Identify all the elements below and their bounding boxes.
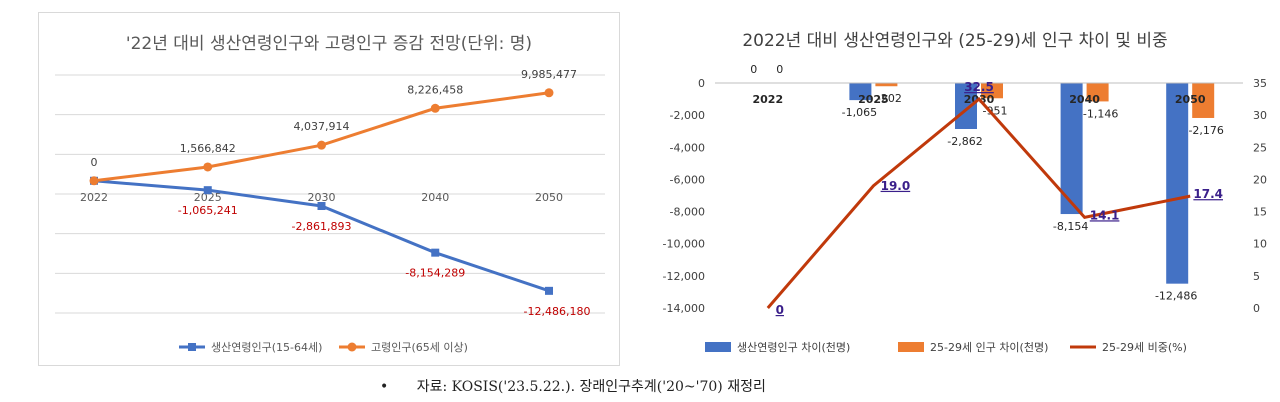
data-label: -951 <box>983 104 1008 117</box>
data-point-marker <box>203 186 212 195</box>
data-label: -12,486,180 <box>524 305 591 318</box>
ratio-label: 0 <box>776 303 784 317</box>
legend-label: 생산연령인구 차이(천명) <box>737 340 850 354</box>
y2-tick-label: 35 <box>1253 77 1267 90</box>
y2-tick-label: 0 <box>1253 302 1260 315</box>
ratio-label: 32.5 <box>964 80 994 94</box>
data-point-marker <box>317 202 326 211</box>
y-tick-label: -8,000 <box>670 206 705 219</box>
right-chart-panel: 2022년 대비 생산연령인구와 (25-29)세 인구 차이 및 비중 0 -2,… <box>655 12 1270 364</box>
bar-working-age-diff <box>955 83 977 129</box>
data-label: 1,566,842 <box>180 142 236 155</box>
legend-label: 25-29세 인구 차이(천명) <box>930 340 1048 354</box>
data-label: 0 <box>750 63 757 76</box>
data-label: 0 <box>91 156 98 169</box>
y-tick-label: -2,000 <box>670 109 705 122</box>
data-point-marker <box>545 286 553 295</box>
ratio-label: 14.1 <box>1090 208 1120 222</box>
legend-label: 고령인구(65세 이상) <box>371 341 468 354</box>
legend-marker <box>188 343 196 351</box>
bar-working-age-diff <box>1166 83 1189 284</box>
x-tick-label: 2040 <box>421 191 449 204</box>
y-tick-label: -4,000 <box>670 141 705 154</box>
data-label: -1,065,241 <box>178 204 238 217</box>
data-label: -2,862 <box>947 135 982 148</box>
data-label: -1,065 <box>842 106 877 119</box>
data-point-marker <box>431 248 440 257</box>
x-tick-label: 2025 <box>858 93 889 106</box>
left-line-chart: '22년 대비 생산연령인구와 고령인구 증감 전망(단위: 명) 2022 202… <box>55 34 605 354</box>
bar-25-29-diff <box>875 83 898 87</box>
chart-title: 2022년 대비 생산연령인구와 (25-29)세 인구 차이 및 비중 <box>742 31 1167 51</box>
ratio-line <box>766 96 1191 309</box>
y2-tick-label: 15 <box>1253 206 1267 219</box>
data-label: -8,154,289 <box>405 267 465 280</box>
data-label: -8,154 <box>1053 220 1088 233</box>
data-point-marker <box>203 162 213 172</box>
x-tick-label: 2025 <box>194 191 222 204</box>
data-label: 8,226,458 <box>407 83 463 96</box>
source-note: • 자료: KOSIS('23.5.22.). 장래인구추계('20~'70) … <box>380 376 766 396</box>
x-tick-label: 2022 <box>752 93 783 106</box>
ratio-label: 17.4 <box>1193 187 1223 201</box>
y2-tick-label: 20 <box>1253 173 1267 186</box>
x-tick-label: 2050 <box>1175 93 1206 106</box>
y-tick-label: -6,000 <box>670 173 705 186</box>
y2-tick-label: 5 <box>1253 270 1260 283</box>
data-label: 9,985,477 <box>521 68 577 81</box>
data-label: -2,176 <box>1188 124 1223 137</box>
bar-25-29-diff <box>1086 83 1109 102</box>
x-tick-label: 2040 <box>1069 93 1100 106</box>
y2-tick-label: 10 <box>1253 238 1267 251</box>
right-combo-chart: 2022년 대비 생산연령인구와 (25-29)세 인구 차이 및 비중 0 -2,… <box>663 31 1267 354</box>
y-tick-label: -14,000 <box>663 302 705 315</box>
y-tick-label: 0 <box>698 77 705 90</box>
data-point-marker <box>544 88 554 98</box>
legend-swatch <box>705 342 731 352</box>
x-tick-label: 2050 <box>535 191 563 204</box>
bar-25-29-diff <box>981 83 1003 99</box>
legend-swatch <box>898 342 924 352</box>
y2-tick-label: 30 <box>1253 109 1267 122</box>
legend-label: 25-29세 비중(%) <box>1102 341 1187 354</box>
data-label: -2,861,893 <box>292 220 352 233</box>
data-label: 4,037,914 <box>294 120 350 133</box>
data-point-marker <box>430 103 440 113</box>
data-label: 0 <box>776 63 783 76</box>
data-point-marker <box>89 176 99 186</box>
data-label: -202 <box>877 92 902 105</box>
source-bullet: • <box>380 379 389 395</box>
x-tick-label: 2030 <box>308 191 336 204</box>
y-tick-label: -10,000 <box>663 238 705 251</box>
data-label: -1,146 <box>1083 107 1118 120</box>
series-line <box>93 91 550 183</box>
legend-label: 생산연령인구(15-64세) <box>211 341 322 354</box>
y2-tick-label: 25 <box>1253 141 1267 154</box>
chart-title: '22년 대비 생산연령인구와 고령인구 증감 전망(단위: 명) <box>126 34 532 54</box>
bar-working-age-diff <box>1060 83 1083 215</box>
legend-marker <box>347 342 357 352</box>
source-text: 자료: KOSIS('23.5.22.). 장래인구추계('20~'70) 재정… <box>416 379 766 395</box>
left-chart-panel: '22년 대비 생산연령인구와 고령인구 증감 전망(단위: 명) 2022 202… <box>38 12 620 366</box>
bar-working-age-diff <box>849 83 872 101</box>
bar-25-29-diff <box>1192 83 1215 118</box>
data-label: -12,486 <box>1155 290 1197 303</box>
ratio-label: 19.0 <box>881 179 911 193</box>
data-point-marker <box>317 140 326 150</box>
x-tick-label: 2022 <box>80 191 108 204</box>
y-tick-label: -12,000 <box>663 270 705 283</box>
